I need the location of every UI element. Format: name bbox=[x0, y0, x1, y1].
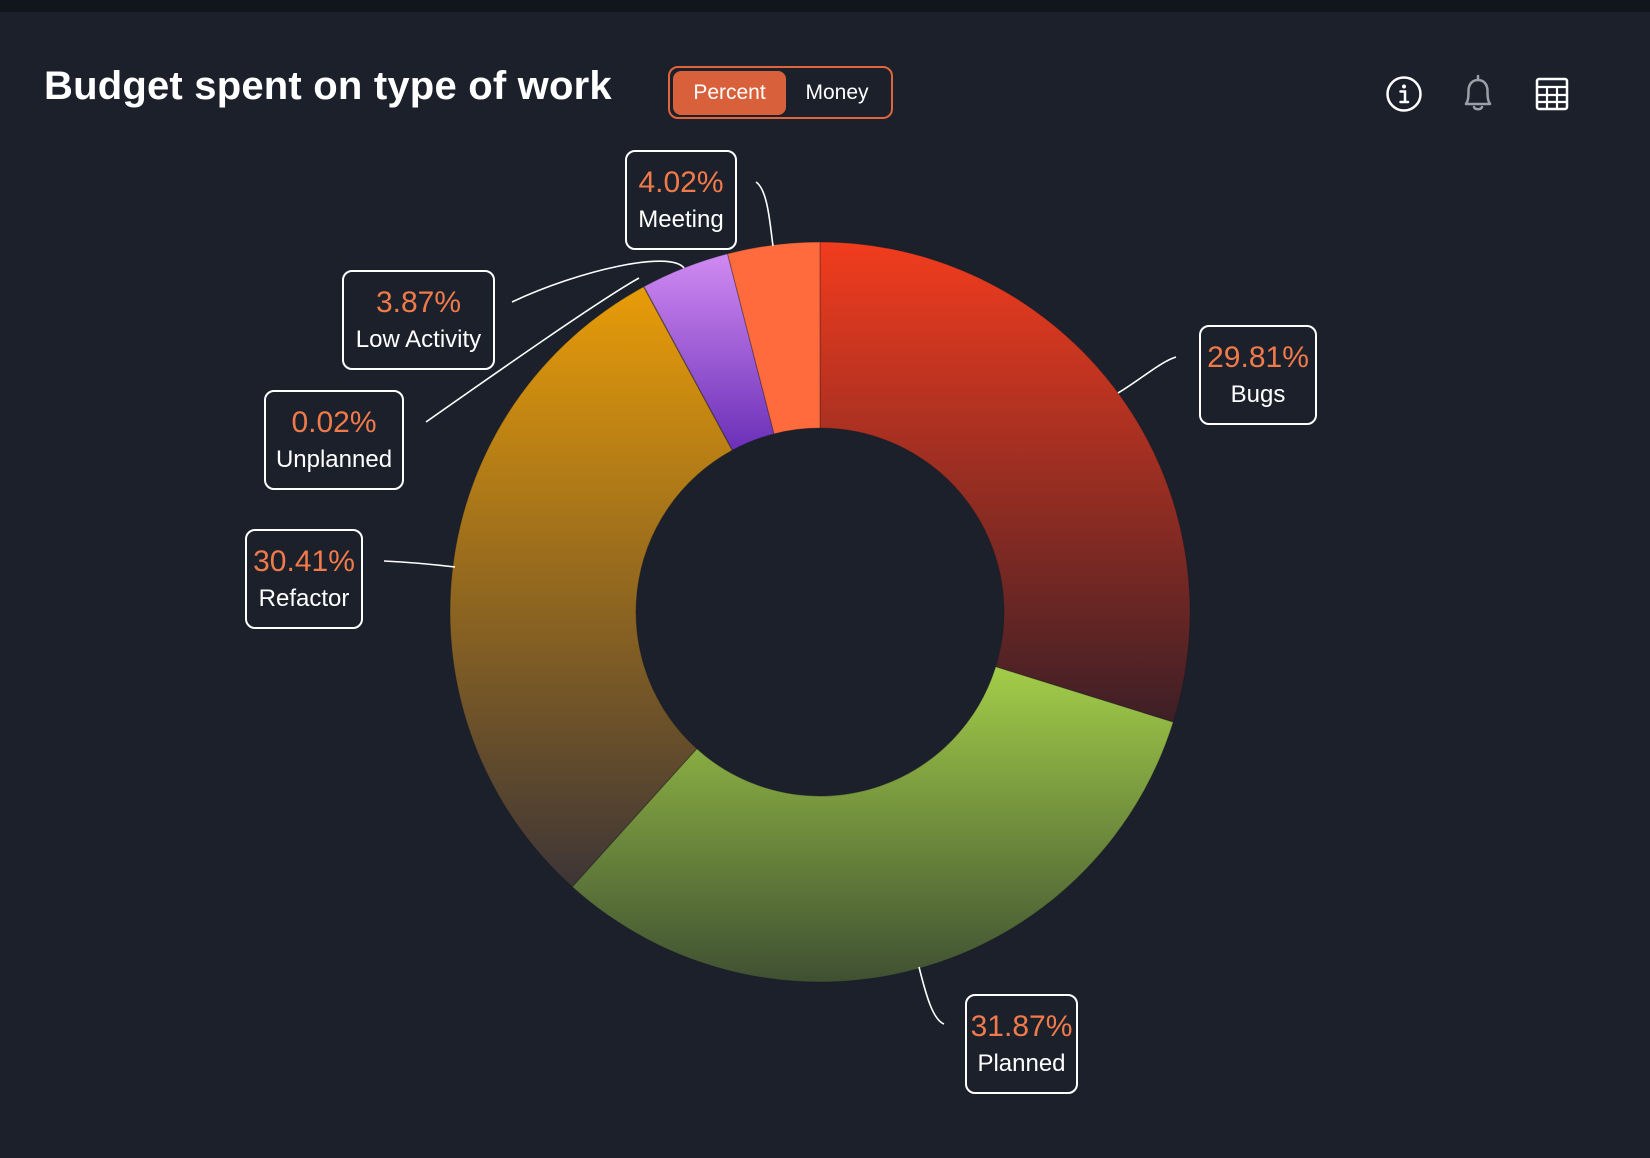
data-label-name: Planned bbox=[977, 1050, 1066, 1077]
slice-bugs[interactable] bbox=[819, 241, 1191, 723]
data-label-name: Bugs bbox=[1230, 381, 1286, 408]
chart-title: Budget spent on type of work bbox=[44, 64, 612, 108]
leader-line-unplanned bbox=[425, 277, 640, 423]
toggle-option-percent[interactable]: Percent bbox=[673, 70, 786, 115]
toggle-option-money[interactable]: Money bbox=[805, 80, 869, 104]
data-label-value: 29.81% bbox=[1207, 341, 1309, 374]
leader-line-low-activity bbox=[511, 260, 685, 303]
data-label-value: 30.41% bbox=[253, 545, 355, 578]
data-label-name: Refactor bbox=[258, 585, 350, 612]
data-label-value: 31.87% bbox=[970, 1010, 1073, 1043]
notifications-button[interactable] bbox=[1458, 74, 1498, 114]
data-label-name: Unplanned bbox=[275, 446, 393, 473]
info-icon bbox=[1386, 76, 1422, 112]
data-label-unplanned: 0.02% Unplanned bbox=[264, 390, 404, 490]
slice-refactor[interactable] bbox=[449, 286, 733, 888]
window-top-bar bbox=[0, 0, 1650, 12]
data-label-value: 3.87% bbox=[375, 286, 462, 319]
data-label-refactor: 30.41% Refactor bbox=[245, 529, 363, 629]
table-view-button[interactable] bbox=[1532, 74, 1572, 114]
data-label-planned: 31.87% Planned bbox=[965, 994, 1078, 1094]
table-icon bbox=[1535, 77, 1569, 111]
data-label-name: Low Activity bbox=[355, 326, 482, 353]
data-label-value: 0.02% bbox=[291, 406, 377, 439]
leader-line-bugs bbox=[1117, 356, 1177, 394]
slice-unplanned[interactable] bbox=[642, 285, 734, 451]
data-label-value: 4.02% bbox=[638, 166, 724, 199]
slice-low-activity[interactable] bbox=[643, 253, 775, 451]
slice-planned[interactable] bbox=[571, 666, 1174, 983]
leader-line-refactor bbox=[383, 560, 456, 568]
info-button[interactable] bbox=[1384, 74, 1424, 114]
data-label-low-activity: 3.87% Low Activity bbox=[342, 270, 495, 370]
leader-line-planned bbox=[918, 966, 945, 1025]
slice-meeting[interactable] bbox=[726, 241, 821, 435]
data-label-bugs: 29.81% Bugs bbox=[1199, 325, 1317, 425]
data-label-meeting: 4.02% Meeting bbox=[625, 150, 737, 250]
leader-line-meeting bbox=[755, 181, 774, 247]
data-label-name: Meeting bbox=[638, 206, 724, 233]
bell-icon bbox=[1464, 74, 1492, 111]
percent-money-toggle[interactable]: Percent Money bbox=[668, 66, 893, 119]
